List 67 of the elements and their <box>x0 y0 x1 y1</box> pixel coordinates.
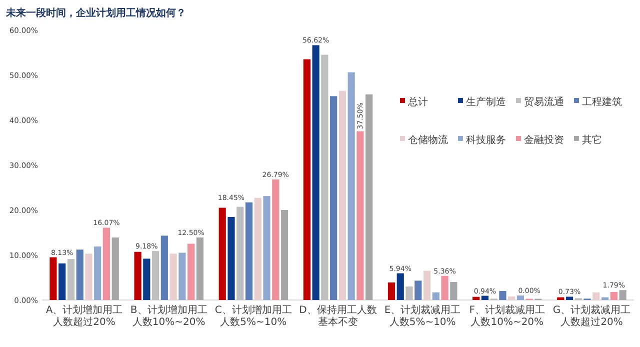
bar <box>170 254 177 300</box>
bar <box>592 292 600 300</box>
bar <box>236 206 244 300</box>
bar <box>312 45 320 300</box>
bar <box>263 196 270 300</box>
x-tick-label: A、计划增加用工人数超过20% <box>46 304 123 328</box>
bar <box>58 263 66 300</box>
bar <box>272 179 280 300</box>
bar <box>85 254 92 300</box>
bar <box>102 228 110 300</box>
bar <box>441 276 448 300</box>
bar <box>218 208 226 300</box>
bar <box>280 210 288 300</box>
x-tick-label: B、计划增加用工人数10%~20% <box>130 304 208 328</box>
bar <box>406 286 413 300</box>
bar <box>303 59 310 300</box>
chart-title: 未来一段时间，企业计划用工情况如何？ <box>5 7 186 19</box>
bar <box>388 282 396 300</box>
legend-label: 仓储物流 <box>408 134 448 146</box>
bar <box>94 246 102 300</box>
bar <box>619 290 626 300</box>
bar <box>67 259 75 300</box>
bar <box>610 292 618 300</box>
bar <box>396 273 404 300</box>
bar <box>188 244 195 300</box>
bar <box>152 250 160 300</box>
x-tick-label: E、计划裁减用工人数5%~10% <box>384 304 461 328</box>
bar <box>76 250 84 300</box>
bar <box>330 96 338 300</box>
bar <box>450 282 458 300</box>
x-tick-label: G、计划裁减用工人数超过20% <box>552 304 631 328</box>
x-tick-label: D、保持用工人数基本不变 <box>299 304 377 328</box>
legend-label: 其它 <box>582 134 602 146</box>
bar <box>143 258 150 300</box>
bar <box>321 54 328 300</box>
x-tick-label: F、计划裁减用工人数10%~20% <box>469 304 546 328</box>
bar <box>566 296 574 300</box>
legend-label: 金融投资 <box>524 134 564 146</box>
bar <box>134 252 142 300</box>
bar <box>112 237 119 300</box>
bar <box>432 292 440 300</box>
bar <box>348 72 355 300</box>
bar <box>481 296 488 300</box>
bar <box>50 257 57 300</box>
bar <box>414 280 422 300</box>
bar <box>516 296 524 300</box>
bar <box>508 296 516 300</box>
bar <box>245 202 253 300</box>
bar <box>499 291 506 300</box>
bar <box>338 90 346 300</box>
bar <box>366 94 373 300</box>
bar <box>557 297 564 300</box>
bar <box>601 297 609 300</box>
legend-label: 总计 <box>407 96 428 108</box>
legend-label: 工程建筑 <box>582 96 622 108</box>
legend-label: 科技服务 <box>466 134 506 146</box>
bar <box>356 131 364 300</box>
legend-label: 生产制造 <box>466 96 506 108</box>
bar <box>254 198 262 300</box>
bar <box>178 252 186 300</box>
legend-label: 贸易流通 <box>524 96 564 108</box>
bar <box>423 270 431 300</box>
bar <box>196 237 204 300</box>
bar <box>160 236 168 300</box>
bar <box>472 296 480 300</box>
x-tick-label: C、计划增加用工人数5%~10% <box>214 304 292 328</box>
bar <box>228 216 235 300</box>
